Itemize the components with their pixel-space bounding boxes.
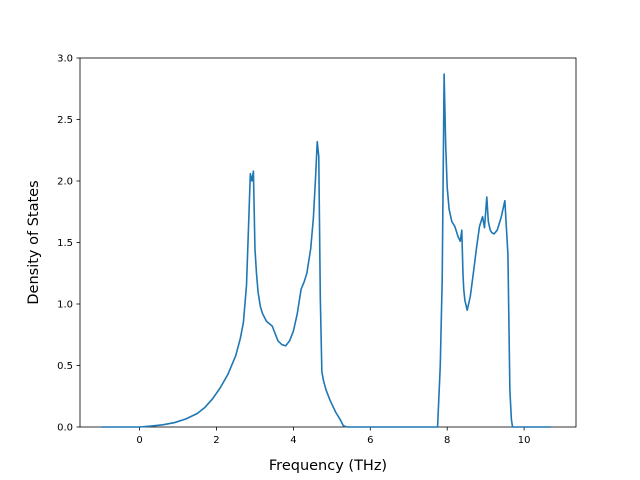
x-tick-label: 10	[518, 435, 531, 446]
y-tick-label: 2.0	[57, 177, 73, 188]
y-axis-label: Density of States	[26, 180, 42, 304]
y-axis-ticks: 0.0 0.5 1.0 1.5 2.0 2.5 3.0	[57, 54, 80, 434]
x-axis-label: Frequency (THz)	[269, 458, 387, 474]
x-tick-label: 0	[136, 435, 142, 446]
dos-series-line	[101, 73, 552, 428]
x-tick-label: 2	[213, 435, 219, 446]
y-tick-label: 1.0	[57, 300, 73, 311]
y-tick-label: 3.0	[57, 54, 73, 65]
x-tick-label: 8	[444, 435, 450, 446]
y-tick-label: 0.5	[57, 361, 73, 372]
y-tick-label: 2.5	[57, 115, 73, 126]
y-tick-label: 1.5	[57, 238, 73, 249]
x-tick-label: 6	[367, 435, 373, 446]
y-tick-label: 0.0	[57, 423, 73, 434]
x-tick-label: 4	[290, 435, 296, 446]
series-layer	[101, 73, 552, 428]
